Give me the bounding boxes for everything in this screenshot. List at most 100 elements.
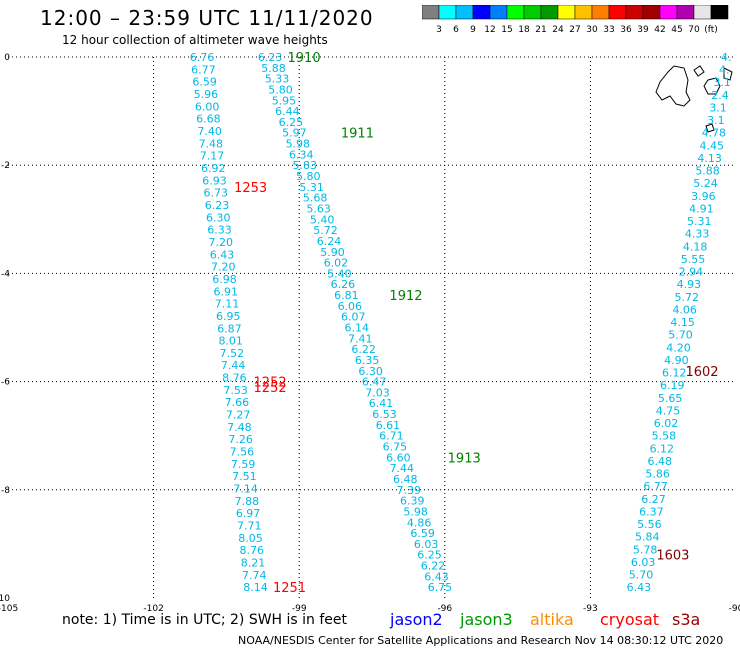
swh-value-label: 6.37 <box>639 505 664 518</box>
swh-value-label: 8.01 <box>218 335 243 348</box>
swh-value-label: 5.88 <box>261 62 286 75</box>
colorbar-swatch <box>659 5 678 20</box>
colorbar-swatch <box>676 5 695 20</box>
swh-value-label: 7.88 <box>235 495 260 508</box>
swh-value-label: 5.40 <box>327 267 352 280</box>
swh-value-label: 7.03 <box>365 386 390 399</box>
swh-value-label: 6.93 <box>202 174 227 187</box>
colorbar-label: 45 <box>671 25 682 35</box>
swh-value-label: 7.40 <box>197 125 222 138</box>
y-tick-label: -4 <box>1 269 10 279</box>
colorbar-label: 36 <box>620 25 632 35</box>
swh-value-label: 7.39 <box>396 484 421 497</box>
colorbar-label: 33 <box>603 25 614 35</box>
swh-value-label: 6.48 <box>393 473 418 486</box>
colorbar-swatch <box>693 5 712 20</box>
swh-value-label: 8.76 <box>222 372 247 385</box>
swh-value-label: 6.19 <box>660 379 685 392</box>
swh-value-label: 6.91 <box>213 285 238 298</box>
swh-value-label: 6.47 <box>362 376 387 389</box>
swh-value-label: 6.77 <box>643 480 668 493</box>
color-scale-legend: 3 6 9 12 15 18 21 24 27 30 33 36 39 42 45 70 (ft) <box>422 5 729 35</box>
swh-value-label: 6.97 <box>236 507 261 520</box>
colorbar-label: 6 <box>453 25 459 35</box>
swh-value-label: 5.88 <box>695 165 720 178</box>
swh-value-label: 5.40 <box>310 213 335 226</box>
swh-value-label: 7.26 <box>228 433 253 446</box>
swh-value-label: 6.03 <box>631 556 656 569</box>
island-coastline <box>655 65 691 107</box>
swh-value-label: 6.25 <box>279 116 304 129</box>
swh-value-label: 6.07 <box>341 311 366 324</box>
pass-number-label: 1253 <box>234 181 267 196</box>
swh-value-label: 7.56 <box>230 446 255 459</box>
swh-value-label: 5.68 <box>303 192 328 205</box>
colorbar-swatch <box>625 5 644 20</box>
island-coastline <box>705 123 715 133</box>
swh-value-label: 5.90 <box>320 246 345 259</box>
swh-value-label: 6.30 <box>206 211 231 224</box>
swh-value-label: 6.41 <box>369 397 394 410</box>
colorbar-label: 24 <box>552 25 564 35</box>
pass-number-label: 1912 <box>389 289 422 304</box>
colorbar-swatch <box>608 5 627 20</box>
swh-value-label: 5.98 <box>286 138 311 151</box>
colorbar-label: 9 <box>470 25 476 35</box>
swh-value-label: 5.56 <box>637 518 662 531</box>
swh-value-label: 4.15 <box>670 316 695 329</box>
swh-value-label: 8.05 <box>238 532 263 545</box>
swh-value-label: 6.48 <box>647 455 672 468</box>
colorbar-swatch <box>574 5 593 20</box>
swh-value-label: 6.43 <box>627 581 652 594</box>
swh-value-label: 5.78 <box>633 543 658 556</box>
swh-value-label: 6.02 <box>654 417 679 430</box>
swh-value-label: 4.13 <box>697 152 722 165</box>
x-tick-label: -105 <box>0 604 18 614</box>
colorbar-label: 15 <box>501 25 512 35</box>
x-tick-label: -93 <box>583 604 598 614</box>
colorbar-swatch <box>591 5 610 20</box>
swh-value-label: 7.14 <box>233 483 258 496</box>
swh-value-label: 5.84 <box>635 531 660 544</box>
swh-value-label: 4.45 <box>699 139 724 152</box>
swh-value-label: 6.61 <box>376 419 401 432</box>
colorbar-swatch <box>422 5 440 20</box>
pass-number-label: 1252 <box>254 381 287 396</box>
legend-altika: altika <box>530 610 574 629</box>
swh-value-label: 4.93 <box>677 278 702 291</box>
swh-value-label: 5.80 <box>296 170 321 183</box>
swh-value-label: 5.97 <box>282 127 307 140</box>
swh-value-label: 7.44 <box>390 462 415 475</box>
swh-value-label: 5.96 <box>194 88 219 101</box>
pass-number-label: 1911 <box>341 127 374 142</box>
x-tick-label: -90 <box>729 604 740 614</box>
colorbar-label: 39 <box>637 25 649 35</box>
swh-value-label: 5.31 <box>299 181 324 194</box>
swh-value-label: 5.86 <box>645 468 670 481</box>
swh-value-label: 6.22 <box>351 343 376 356</box>
swh-value-label: 5.72 <box>313 224 338 237</box>
swh-value-label: 6.22 <box>421 560 446 573</box>
swh-value-label: 6.43 <box>210 248 235 261</box>
swh-value-label: 5.55 <box>681 253 706 266</box>
swh-value-label: 5.95 <box>272 94 297 107</box>
swh-value-label: 5.58 <box>652 430 677 443</box>
swh-value-label: 6.81 <box>334 289 359 302</box>
pass-number-label: 1252 <box>254 376 287 391</box>
y-tick-label: -6 <box>1 378 10 388</box>
swh-value-label: 5.65 <box>658 392 683 405</box>
colorbar-label: 30 <box>586 25 598 35</box>
swh-value-label: 6.59 <box>410 527 435 540</box>
pass-number-label: 1913 <box>448 451 481 466</box>
legend-jason3: jason3 <box>460 610 513 629</box>
swh-value-label: 7.53 <box>223 384 248 397</box>
swh-value-label: 5.98 <box>403 505 428 518</box>
swh-value-label: 7.48 <box>199 137 224 150</box>
swh-value-label: 4.75 <box>656 404 681 417</box>
swh-value-label: 6.43 <box>424 570 449 583</box>
swh-value-label: 6.60 <box>386 451 411 464</box>
colorbar-swatch <box>455 5 474 20</box>
swh-value-label: 6.98 <box>212 273 237 286</box>
swh-value-label: 6.06 <box>338 300 363 313</box>
